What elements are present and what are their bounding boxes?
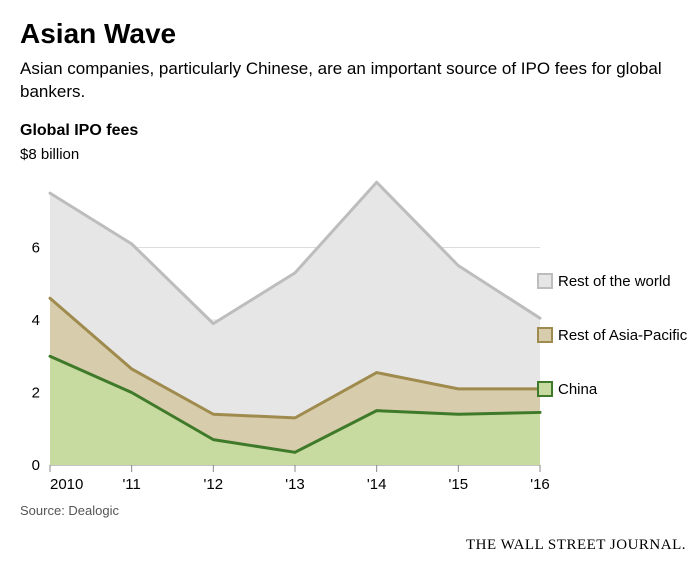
- y-axis-unit-label: $8 billion: [20, 146, 690, 163]
- x-tick-label: '13: [285, 476, 305, 493]
- legend-swatch: [538, 328, 552, 342]
- legend-label: Rest of Asia-Pacific: [558, 327, 688, 344]
- legend-label: China: [558, 381, 598, 398]
- x-tick-label: '15: [449, 476, 469, 493]
- y-tick-label: 6: [32, 239, 40, 256]
- x-tick-label: '11: [122, 476, 140, 493]
- page-title: Asian Wave: [20, 18, 690, 50]
- x-tick-label: '12: [204, 476, 224, 493]
- x-tick-label: 2010: [50, 476, 83, 493]
- legend-swatch: [538, 274, 552, 288]
- footer-logo: THE WALL STREET JOURNAL.: [466, 537, 686, 554]
- y-tick-label: 0: [32, 457, 40, 474]
- chart-title: Global IPO fees: [20, 122, 690, 140]
- x-tick-label: '14: [367, 476, 387, 493]
- chart-container: 0 2 4 6 2010 '11 '12 '13 '14 '15 '16 Rest of the wo…: [20, 165, 690, 495]
- y-tick-label: 4: [32, 312, 40, 329]
- source-label: Source: Dealogic: [20, 503, 690, 518]
- y-tick-label: 2: [32, 384, 40, 401]
- x-tick-label: '16: [530, 476, 550, 493]
- legend-label: Rest of the world: [558, 273, 671, 290]
- page-subtitle: Asian companies, particularly Chinese, a…: [20, 58, 690, 104]
- stacked-area-chart: 0 2 4 6 2010 '11 '12 '13 '14 '15 '16 Rest of the wo…: [20, 165, 700, 495]
- legend-swatch: [538, 382, 552, 396]
